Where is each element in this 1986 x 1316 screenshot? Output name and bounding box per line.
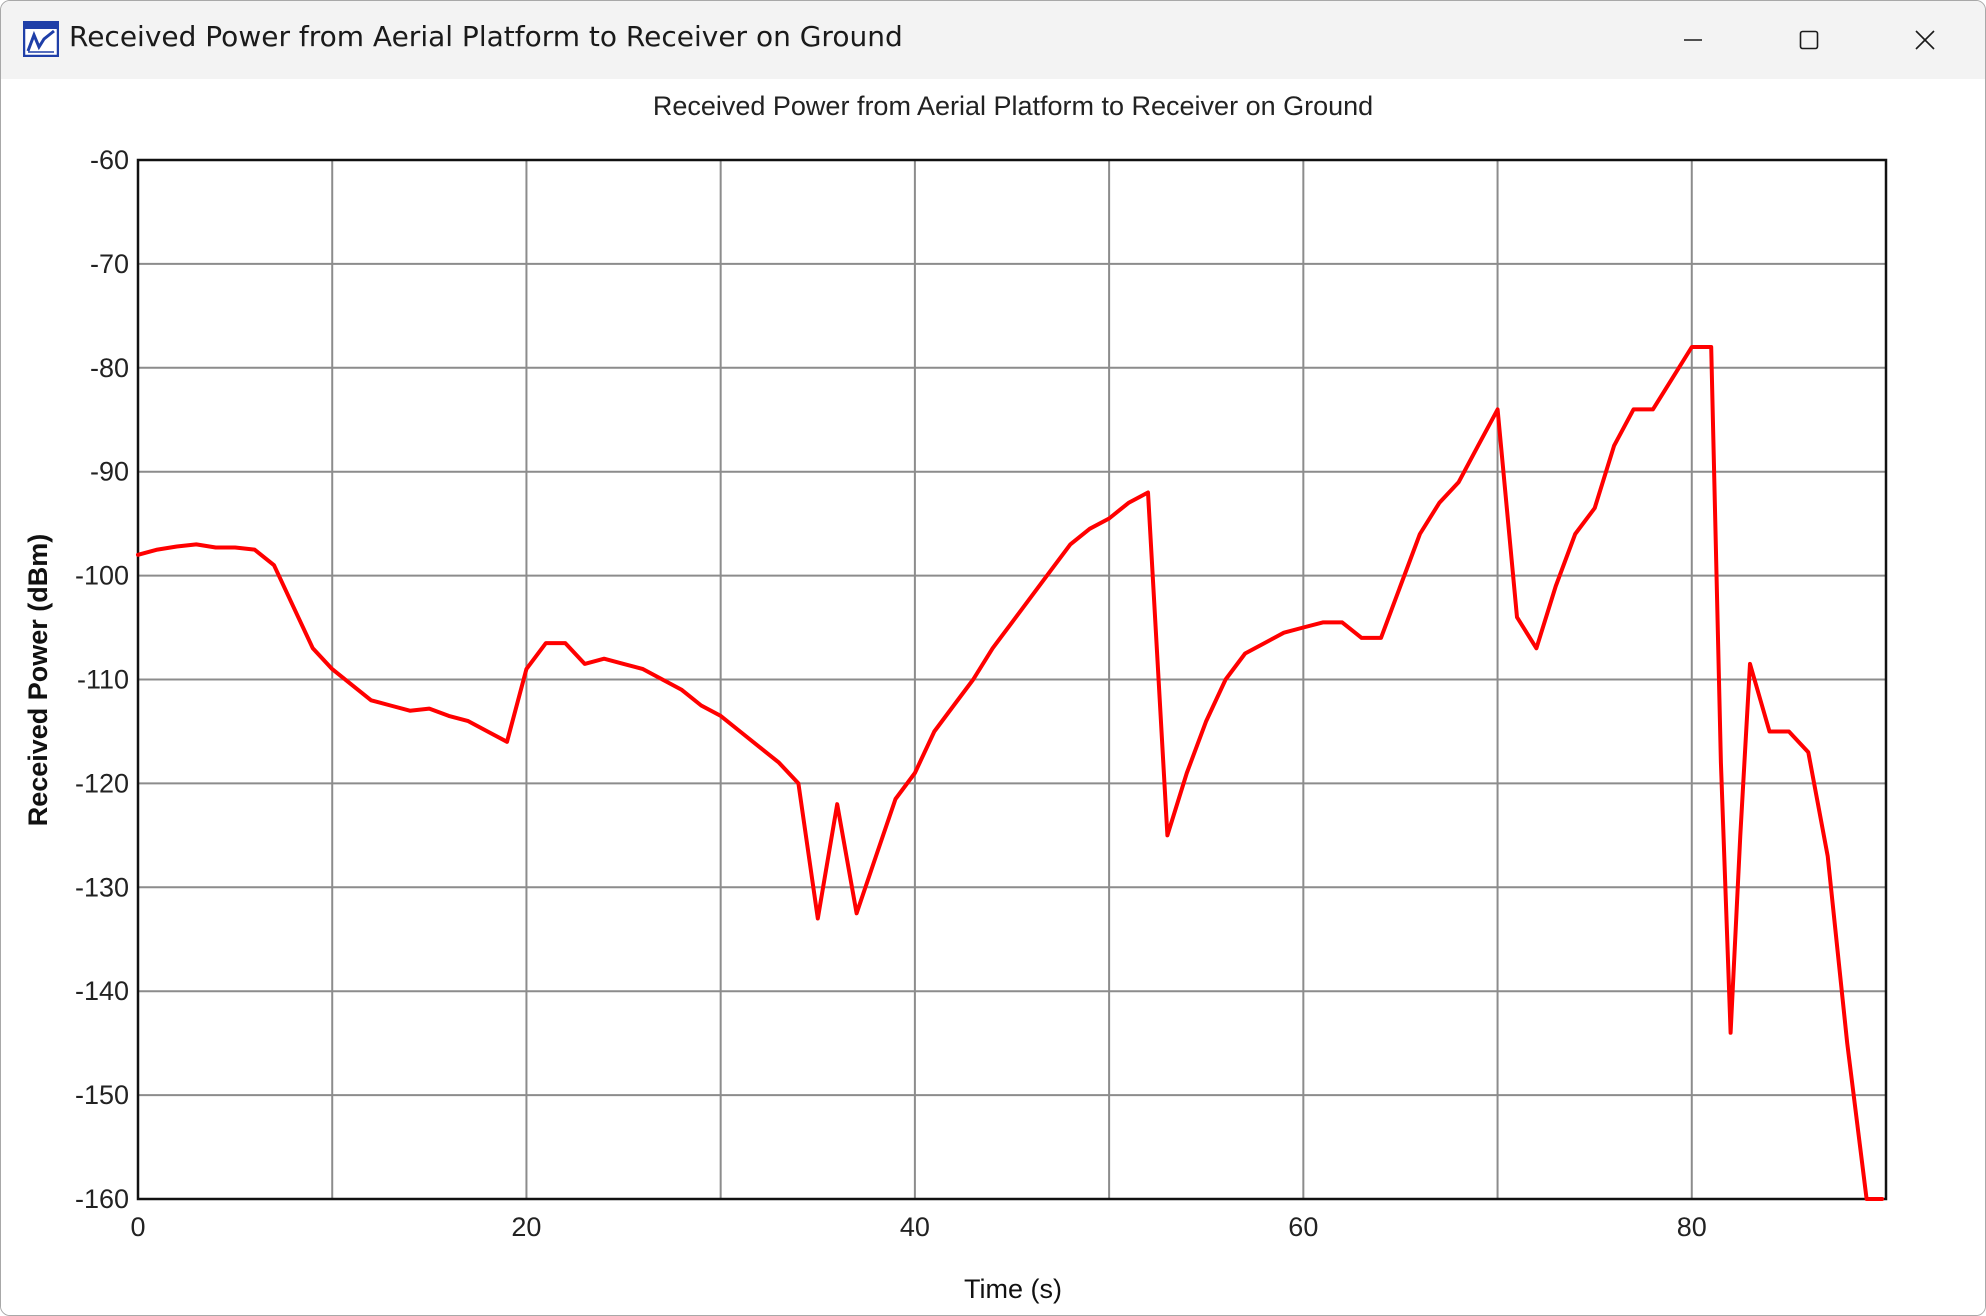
y-tick-label: -60 xyxy=(90,145,129,175)
x-axis-label: Time (s) xyxy=(964,1274,1062,1304)
chart-title: Received Power from Aerial Platform to R… xyxy=(653,91,1373,121)
y-tick-label: -80 xyxy=(90,353,129,383)
close-button[interactable] xyxy=(1867,1,1983,79)
minimize-icon xyxy=(1684,39,1702,41)
plot-frame xyxy=(136,158,1888,1201)
maximize-button[interactable] xyxy=(1751,1,1867,79)
data-series xyxy=(136,345,1885,1201)
y-tick-label: -110 xyxy=(77,665,129,695)
y-tick-label: -130 xyxy=(75,872,129,902)
y-tick-label: -70 xyxy=(90,249,129,279)
y-axis-label: Received Power (dBm) xyxy=(23,534,53,827)
x-tick-label: 0 xyxy=(130,1212,145,1242)
y-tick-label: -150 xyxy=(75,1080,129,1110)
title-bar[interactable]: Received Power from Aerial Platform to R… xyxy=(1,1,1985,79)
grid xyxy=(136,158,1888,1201)
line-chart: Received Power from Aerial Platform to R… xyxy=(23,91,1888,1304)
y-tick-label: -160 xyxy=(75,1184,129,1214)
y-tick-label: -140 xyxy=(75,976,129,1006)
x-tick-label: 80 xyxy=(1677,1212,1707,1242)
x-tick-label: 60 xyxy=(1288,1212,1318,1242)
plot-area: Received Power from Aerial Platform to R… xyxy=(1,79,1985,1315)
window-title: Received Power from Aerial Platform to R… xyxy=(69,20,903,53)
x-tick-label: 20 xyxy=(511,1212,541,1242)
close-icon xyxy=(1915,30,1935,50)
y-tick-label: -90 xyxy=(90,457,129,487)
plot-app-icon[interactable] xyxy=(22,20,60,58)
series-line xyxy=(136,345,1885,1201)
tick-labels: -60 -70 -80 -90 -100 -110 -120 -130 -140 -150 -160… xyxy=(75,145,1707,1242)
x-tick-label: 40 xyxy=(900,1212,930,1242)
y-tick-label: -120 xyxy=(75,768,129,798)
y-tick-label: -100 xyxy=(75,561,129,591)
maximize-icon xyxy=(1799,30,1819,50)
minimize-button[interactable] xyxy=(1635,1,1751,79)
